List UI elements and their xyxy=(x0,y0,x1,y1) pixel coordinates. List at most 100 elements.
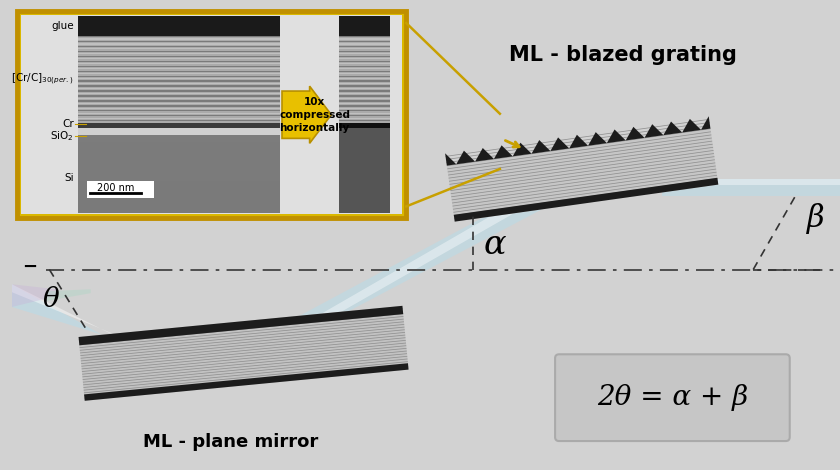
Bar xyxy=(339,66,391,67)
Bar xyxy=(78,118,280,119)
Bar xyxy=(339,55,391,57)
Bar xyxy=(78,80,280,82)
Bar xyxy=(78,16,280,213)
Bar xyxy=(339,51,391,52)
Bar xyxy=(78,200,280,207)
Bar xyxy=(78,61,280,62)
Bar xyxy=(78,135,280,213)
Bar xyxy=(78,155,280,161)
Bar xyxy=(339,98,391,99)
Polygon shape xyxy=(46,289,91,301)
Text: Si: Si xyxy=(65,173,74,183)
Bar xyxy=(339,58,391,59)
Bar xyxy=(78,51,280,52)
Bar xyxy=(339,115,391,117)
FancyArrow shape xyxy=(282,86,331,143)
Bar xyxy=(78,58,280,59)
Bar xyxy=(78,115,280,117)
Bar xyxy=(78,161,280,168)
Bar xyxy=(339,95,391,97)
Bar xyxy=(339,118,391,119)
Bar xyxy=(78,108,280,109)
Text: Cr: Cr xyxy=(62,118,74,129)
Bar xyxy=(78,188,280,194)
Bar xyxy=(78,88,280,89)
Bar xyxy=(78,174,280,181)
Bar xyxy=(339,70,391,72)
Polygon shape xyxy=(662,179,840,196)
Bar xyxy=(339,90,391,92)
Bar xyxy=(78,16,280,36)
Bar xyxy=(339,113,391,114)
Bar xyxy=(339,36,391,123)
Bar xyxy=(78,113,280,114)
Bar xyxy=(78,36,280,123)
Bar xyxy=(78,41,280,42)
Bar xyxy=(339,123,391,127)
Bar xyxy=(78,93,280,94)
Polygon shape xyxy=(254,178,570,356)
Bar xyxy=(339,46,391,47)
Bar xyxy=(78,70,280,72)
Text: α: α xyxy=(484,229,507,261)
Polygon shape xyxy=(12,284,156,365)
Bar xyxy=(78,63,280,64)
Bar xyxy=(339,16,391,213)
Polygon shape xyxy=(12,284,156,356)
Bar xyxy=(78,43,280,45)
Bar xyxy=(21,15,402,214)
Bar xyxy=(339,53,391,55)
Bar xyxy=(78,127,280,135)
Bar xyxy=(78,95,280,97)
Polygon shape xyxy=(662,179,840,185)
Bar xyxy=(78,46,280,47)
Bar xyxy=(339,88,391,89)
Bar xyxy=(78,194,280,200)
FancyBboxPatch shape xyxy=(87,181,154,197)
Text: [Cr/C]$_{30(per.)}$: [Cr/C]$_{30(per.)}$ xyxy=(12,71,74,87)
Text: 200 nm: 200 nm xyxy=(97,183,134,193)
Bar xyxy=(339,83,391,84)
Polygon shape xyxy=(12,284,56,307)
Bar xyxy=(78,135,280,142)
Polygon shape xyxy=(445,116,711,165)
Bar xyxy=(339,123,391,124)
Bar xyxy=(339,63,391,64)
Bar xyxy=(78,149,280,155)
Bar xyxy=(339,108,391,109)
Bar xyxy=(339,100,391,102)
Bar xyxy=(78,120,280,121)
Bar xyxy=(78,90,280,92)
Bar xyxy=(339,41,391,42)
Bar xyxy=(78,66,280,67)
Text: ML - plane mirror: ML - plane mirror xyxy=(143,433,318,451)
Text: glue: glue xyxy=(51,21,74,31)
Bar xyxy=(78,207,280,213)
Bar xyxy=(339,73,391,74)
Bar xyxy=(78,123,280,124)
Bar xyxy=(78,68,280,69)
Bar xyxy=(339,105,391,107)
Bar xyxy=(78,53,280,55)
Bar xyxy=(339,76,391,77)
Bar xyxy=(78,73,280,74)
Bar xyxy=(339,48,391,49)
Bar xyxy=(339,78,391,79)
Bar xyxy=(78,123,280,127)
Text: ML - blazed grating: ML - blazed grating xyxy=(509,45,737,64)
Bar xyxy=(78,142,280,149)
Bar xyxy=(339,80,391,82)
Bar xyxy=(339,93,391,94)
Bar xyxy=(78,55,280,57)
Bar xyxy=(78,76,280,77)
Polygon shape xyxy=(79,306,408,401)
FancyBboxPatch shape xyxy=(17,11,407,218)
Bar xyxy=(339,68,391,69)
Bar xyxy=(78,36,280,37)
Bar xyxy=(78,110,280,111)
Bar xyxy=(78,78,280,79)
Bar xyxy=(339,36,391,37)
Bar xyxy=(78,100,280,102)
FancyBboxPatch shape xyxy=(555,354,790,441)
Bar xyxy=(339,43,391,45)
